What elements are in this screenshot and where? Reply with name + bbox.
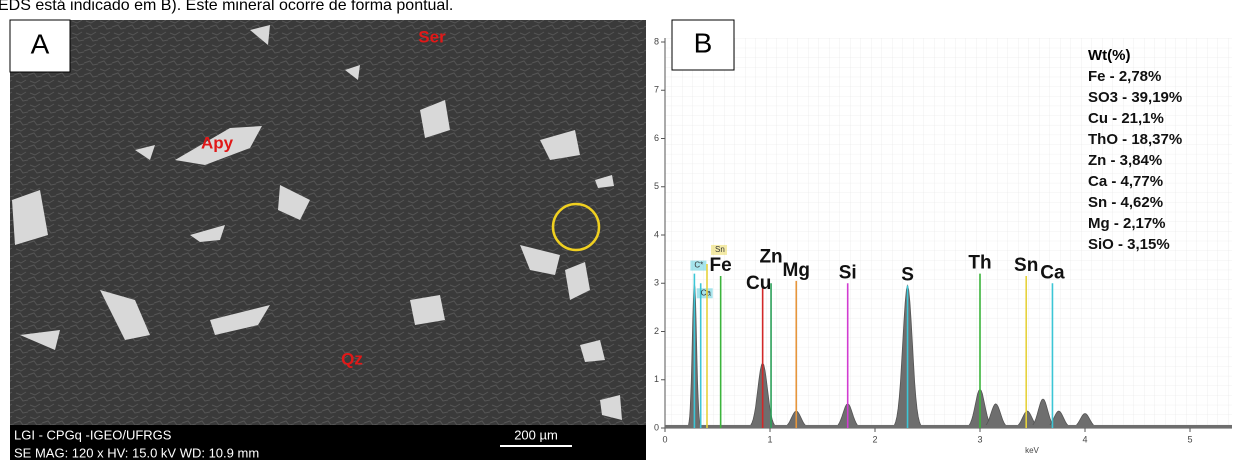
y-tick-label: 8 [654,36,659,46]
spectrum-baseline [665,425,1232,428]
y-tick-label: 1 [654,374,659,384]
element-label: Zn [759,246,782,267]
element-label: Cu [746,273,771,294]
composition-item: SO3 - 39,19% [1088,89,1182,106]
composition-item: Mg - 2,17% [1088,215,1166,232]
panel-a: A Ser Apy Qz LGI - CPGq -IGEO/UFRGS SE M… [10,20,646,460]
x-tick-label: 0 [662,434,667,444]
composition-item: Cu - 21,1% [1088,110,1164,127]
element-label: Fe [710,255,732,276]
mineral-label: Apy [201,133,234,152]
x-tick-label: 4 [1082,434,1087,444]
x-tick-label: 2 [872,434,877,444]
composition-item: Fe - 2,78% [1088,68,1161,85]
caption: EDS está indicado em B). Este mineral oc… [0,0,453,14]
mineral-label: Ser [418,27,446,46]
element-label: Ca [1040,262,1065,283]
element-label: Th [968,253,991,274]
composition-item: SiO - 3,15% [1088,236,1170,253]
scale-bar-label: 200 µm [514,427,558,442]
element-label: Mg [783,260,810,281]
figure: EDS está indicado em B). Este mineral oc… [0,0,1233,460]
panel-label: A [31,28,50,59]
composition-item: ThO - 18,37% [1088,131,1182,148]
element-label: Sn [1014,255,1038,276]
footer-lab: LGI - CPGq -IGEO/UFRGS [14,427,172,442]
y-tick-label: 4 [654,229,659,239]
page: EDS está indicado em B). Este mineral oc… [0,0,1233,460]
composition-item: Zn - 3,84% [1088,152,1162,169]
x-tick-label: 5 [1187,434,1192,444]
footer-params: SE MAG: 120 x HV: 15.0 kV WD: 10.9 mm [14,445,259,460]
y-tick-label: 0 [654,422,659,432]
element-label: Si [839,262,857,283]
element-tag: Ca [701,288,712,297]
element-tag: Sn [715,245,725,254]
composition-item: Sn - 4,62% [1088,194,1163,211]
sem-image [10,20,646,460]
mineral-label: Qz [341,349,363,368]
y-tick-label: 5 [654,181,659,191]
y-tick-label: 3 [654,278,659,288]
x-tick-label: 1 [767,434,772,444]
element-label: S [901,265,914,286]
y-tick-label: 6 [654,133,659,143]
composition-title: Wt(%) [1088,47,1130,64]
x-tick-label: 3 [977,434,982,444]
panel-label: B [694,27,713,58]
y-tick-label: 2 [654,326,659,336]
y-tick-label: 7 [654,85,659,95]
element-tag: C* [694,261,703,270]
composition-item: Ca - 4,77% [1088,173,1163,190]
x-axis-label: keV [1025,446,1039,455]
